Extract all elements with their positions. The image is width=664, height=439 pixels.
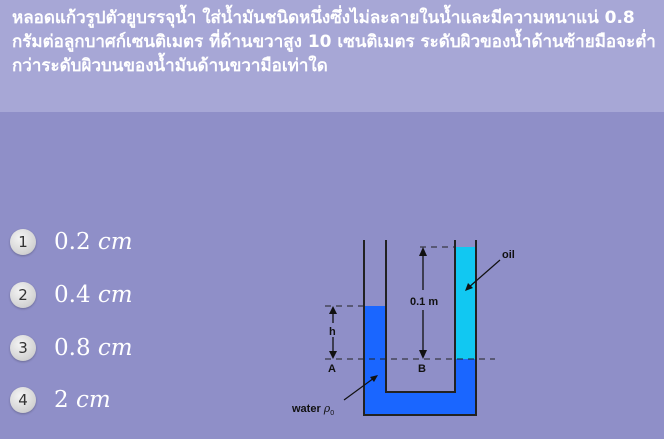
choice-unit: cm (97, 282, 133, 308)
point-a-label: A (328, 363, 336, 375)
choice-1[interactable]: 1 0.2 cm (10, 225, 230, 259)
water-fill (364, 306, 476, 415)
reference-dashed-lines (325, 246, 495, 360)
choice-number-badge: 3 (10, 335, 36, 361)
point-b-label: B (418, 363, 426, 375)
choice-4[interactable]: 4 2 cm (10, 383, 230, 417)
choice-unit: cm (75, 387, 111, 413)
question-text: หลอดแก้วรูปตัวยูบรรจุน้ำ ใส่น้ำมันชนิดหน… (12, 8, 656, 76)
question-header: หลอดแก้วรูปตัวยูบรรจุน้ำ ใส่น้ำมันชนิดหน… (0, 0, 664, 112)
choice-number-badge: 2 (10, 282, 36, 308)
choice-unit: cm (97, 229, 133, 255)
choice-value: 0.8 cm (54, 335, 133, 361)
choice-2[interactable]: 2 0.4 cm (10, 278, 230, 312)
oil-pointer-arrow (465, 259, 501, 291)
choice-number-badge: 4 (10, 387, 36, 413)
height-label: 0.1 m (410, 296, 438, 308)
u-tube-walls (363, 240, 477, 416)
water-pointer-arrow (343, 375, 378, 401)
choice-value: 2 cm (54, 387, 111, 413)
choice-unit: cm (97, 335, 133, 361)
h-arrow (329, 306, 337, 359)
choice-3[interactable]: 3 0.8 cm (10, 331, 230, 365)
water-label: water ρ0 (291, 402, 334, 417)
choice-number-badge: 1 (10, 229, 36, 255)
height-arrow (419, 247, 427, 359)
choice-value: 0.2 cm (54, 229, 133, 255)
choice-value: 0.4 cm (54, 282, 133, 308)
h-label: h (329, 326, 336, 338)
oil-column (455, 247, 476, 359)
oil-label: oil (502, 249, 515, 261)
